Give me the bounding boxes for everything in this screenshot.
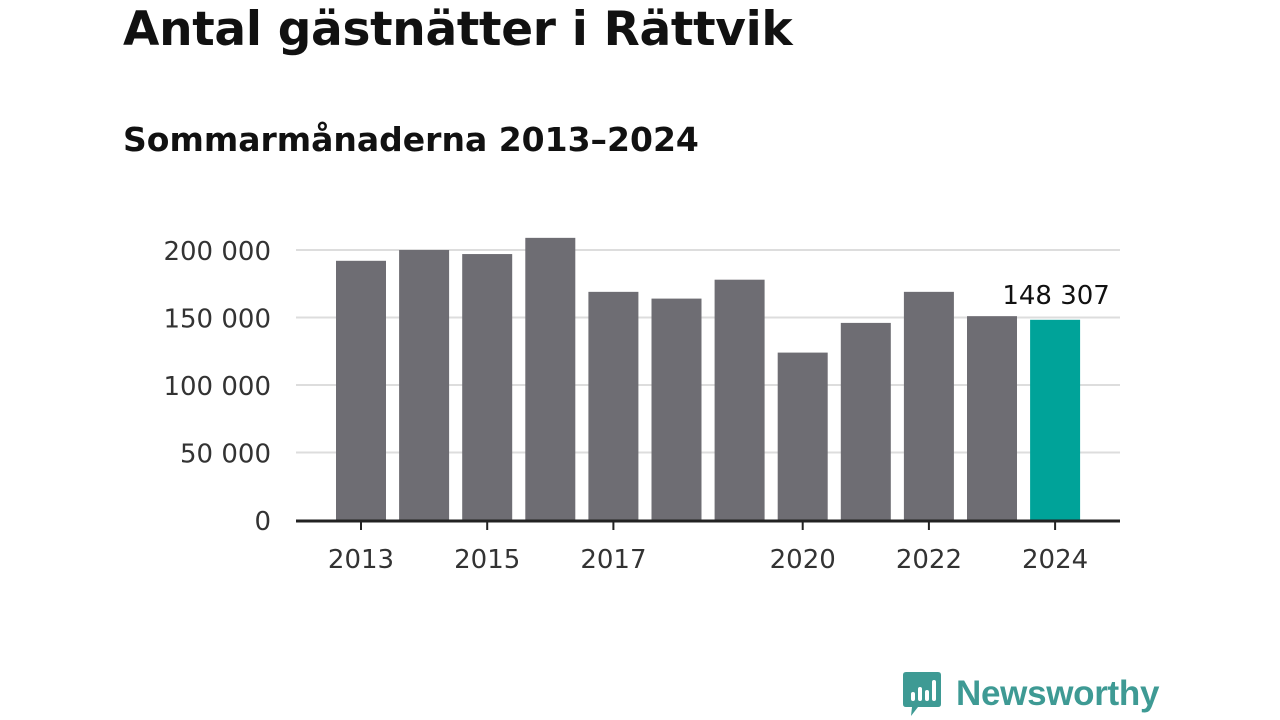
y-tick-label: 50 000 [180,440,271,470]
newsworthy-logo-icon [903,672,941,716]
bar-2017 [588,291,639,520]
y-axis-tick-labels: 0 50 000 100 000 150 000 200 000 [163,237,271,537]
data-labels: 148 307 [1002,281,1110,311]
x-tick-label: 2015 [454,545,520,575]
bar-2021 [840,322,891,520]
chart-subtitle: Sommarmånaderna 2013–2024 [123,120,699,159]
bar-2014 [399,250,450,520]
bars [336,237,1081,521]
bar-2024 [1030,319,1081,520]
bar-2016 [525,237,576,520]
x-tick-label: 2017 [580,545,646,575]
x-tick-label: 2024 [1022,545,1088,575]
bar-2018 [651,298,702,520]
y-tick-label: 100 000 [163,372,271,402]
bar-2015 [462,254,513,521]
bar-2023 [967,316,1017,520]
x-tick-label: 2020 [770,545,836,575]
bar-2022 [903,291,954,520]
x-axis-ticks: 2013 2015 2017 2020 2022 2024 [328,522,1088,575]
chart-title: Antal gästnätter i Rättvik [123,2,793,57]
brand-name: Newsworthy [956,674,1160,713]
bar-2019 [714,279,765,520]
brand: Newsworthy [902,670,1159,718]
y-tick-label: 150 000 [163,305,271,335]
data-label-2024: 148 307 [1002,281,1110,311]
bar-2020 [777,352,828,520]
y-tick-label: 0 [254,507,271,537]
x-tick-label: 2022 [896,545,962,575]
y-tick-label: 200 000 [163,237,271,267]
bar-2013 [336,260,386,520]
x-tick-label: 2013 [328,545,394,575]
